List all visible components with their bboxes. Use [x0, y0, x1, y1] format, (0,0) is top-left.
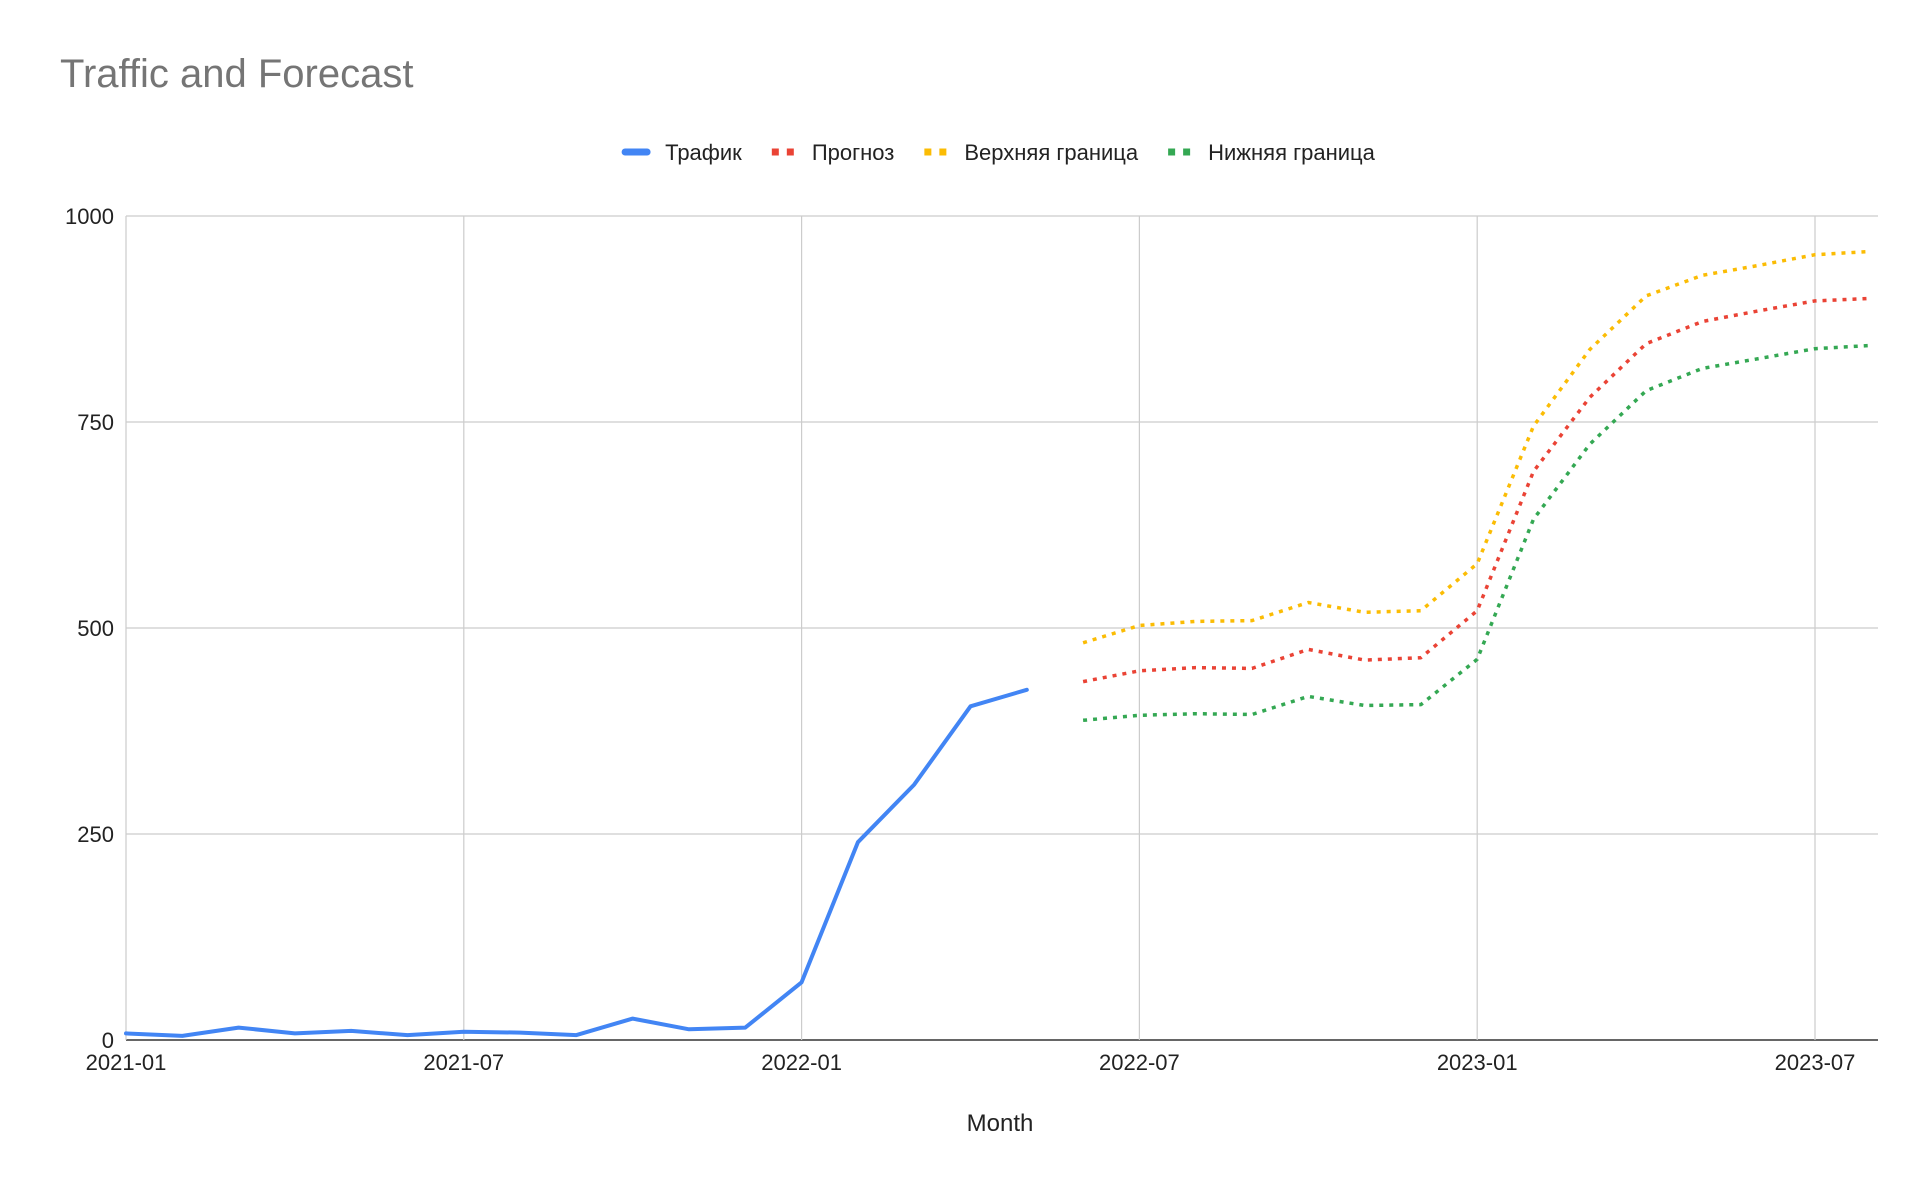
data-point[interactable]	[1531, 516, 1537, 522]
x-tick-label: 2023-01	[1437, 1050, 1518, 1075]
data-point[interactable]	[1249, 618, 1255, 624]
series-line-1[interactable]	[1082, 296, 1872, 684]
legend-label: Нижняя граница	[1208, 140, 1376, 165]
legend-item-2[interactable]: Верхняя граница	[924, 140, 1139, 165]
series-layer	[123, 248, 1874, 1039]
data-point[interactable]	[292, 1030, 298, 1036]
legend-item-3[interactable]: Нижняя граница	[1168, 140, 1376, 165]
data-point[interactable]	[1080, 717, 1086, 723]
data-point[interactable]	[1418, 655, 1424, 661]
axis-layer: 0 250 500 750 1000 2021-01 2021-07 2022-01 2022-…	[65, 204, 1855, 1075]
data-point[interactable]	[1812, 252, 1818, 258]
data-point[interactable]	[1305, 646, 1311, 652]
data-point[interactable]	[236, 1025, 242, 1031]
legend-item-0[interactable]: Трафик	[621, 140, 742, 165]
data-point[interactable]	[1868, 295, 1874, 301]
data-point[interactable]	[1812, 346, 1818, 352]
y-tick-label: 0	[102, 1028, 114, 1053]
chart-title: Traffic and Forecast	[60, 52, 414, 96]
data-point[interactable]	[573, 1032, 579, 1038]
data-point[interactable]	[1699, 318, 1705, 324]
series-line-0[interactable]	[124, 687, 1029, 1038]
series-line-3[interactable]	[1082, 343, 1872, 723]
legend-label: Трафик	[665, 140, 742, 165]
data-point[interactable]	[1699, 272, 1705, 278]
grid-layer	[125, 215, 1878, 1041]
data-point[interactable]	[1643, 388, 1649, 394]
data-point[interactable]	[911, 782, 917, 788]
y-tick-label: 750	[77, 410, 114, 435]
data-point[interactable]	[1418, 702, 1424, 708]
x-axis-title: Month	[967, 1110, 1034, 1137]
data-point[interactable]	[179, 1033, 185, 1039]
data-point[interactable]	[461, 1029, 467, 1035]
x-tick-label: 2023-07	[1775, 1050, 1856, 1075]
data-point[interactable]	[630, 1016, 636, 1022]
data-point[interactable]	[1812, 298, 1818, 304]
data-point[interactable]	[1868, 248, 1874, 254]
data-point[interactable]	[1193, 665, 1199, 671]
data-point[interactable]	[1024, 687, 1030, 693]
legend-item-1[interactable]: Прогноз	[771, 140, 895, 165]
data-point[interactable]	[1418, 608, 1424, 614]
data-point[interactable]	[405, 1032, 411, 1038]
x-tick-label: 2021-01	[86, 1050, 167, 1075]
data-point[interactable]	[1868, 342, 1874, 348]
data-point[interactable]	[1362, 609, 1368, 615]
legend[interactable]: Трафик Прогноз Верхняя граница Нижняя грани…	[621, 140, 1376, 165]
data-point[interactable]	[1587, 394, 1593, 400]
data-point[interactable]	[1756, 262, 1762, 268]
data-point[interactable]	[1474, 608, 1480, 614]
legend-label: Верхняя граница	[964, 140, 1139, 165]
data-point[interactable]	[1080, 640, 1086, 646]
data-point[interactable]	[1305, 599, 1311, 605]
y-tick-label: 1000	[65, 204, 114, 229]
x-tick-label: 2021-07	[423, 1050, 504, 1075]
y-tick-label: 500	[77, 616, 114, 641]
data-point[interactable]	[1362, 702, 1368, 708]
data-point[interactable]	[1136, 668, 1142, 674]
data-point[interactable]	[1531, 423, 1537, 429]
data-point[interactable]	[1362, 657, 1368, 663]
data-point[interactable]	[1080, 679, 1086, 685]
data-point[interactable]	[1193, 618, 1199, 624]
data-point[interactable]	[1643, 293, 1649, 299]
data-point[interactable]	[1756, 308, 1762, 314]
data-point[interactable]	[1136, 623, 1142, 629]
data-point[interactable]	[1699, 365, 1705, 371]
data-point[interactable]	[968, 703, 974, 709]
legend-label: Прогноз	[812, 140, 895, 165]
x-tick-label: 2022-07	[1099, 1050, 1180, 1075]
data-point[interactable]	[1474, 561, 1480, 567]
data-point[interactable]	[1643, 341, 1649, 347]
y-tick-label: 250	[77, 822, 114, 847]
data-point[interactable]	[1587, 441, 1593, 447]
data-point[interactable]	[1305, 693, 1311, 699]
data-point[interactable]	[1474, 656, 1480, 662]
data-point[interactable]	[1531, 468, 1537, 474]
data-point[interactable]	[686, 1026, 692, 1032]
data-point[interactable]	[742, 1025, 748, 1031]
data-point[interactable]	[1193, 711, 1199, 717]
data-point[interactable]	[799, 979, 805, 985]
data-point[interactable]	[1249, 665, 1255, 671]
x-tick-label: 2022-01	[761, 1050, 842, 1075]
data-point[interactable]	[123, 1030, 129, 1036]
data-point[interactable]	[1756, 356, 1762, 362]
data-point[interactable]	[348, 1028, 354, 1034]
data-point[interactable]	[517, 1030, 523, 1036]
data-point[interactable]	[1249, 712, 1255, 718]
data-point[interactable]	[855, 839, 861, 845]
data-point[interactable]	[1587, 346, 1593, 352]
data-point[interactable]	[1136, 712, 1142, 718]
